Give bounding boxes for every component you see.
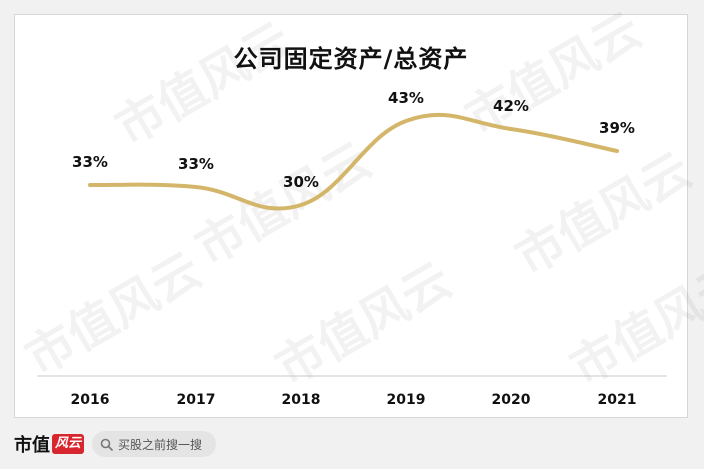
x-tick-label: 2021 [598, 392, 637, 408]
data-label: 33% [72, 153, 108, 171]
data-label: 39% [599, 119, 635, 137]
x-tick-label: 2016 [71, 392, 110, 408]
x-tick-label: 2020 [492, 392, 531, 408]
brand-text: 市值 [14, 435, 50, 456]
x-tick-label: 2017 [177, 392, 216, 408]
data-label: 42% [493, 97, 529, 115]
data-label: 30% [283, 173, 319, 191]
x-tick-label: 2019 [387, 392, 426, 408]
data-label: 43% [388, 89, 424, 107]
data-label: 33% [178, 155, 214, 173]
search-placeholder: 买股之前搜一搜 [118, 437, 203, 452]
brand-logo: 市值 风云 [14, 432, 85, 456]
brand-logo-mark: 风云 [52, 434, 85, 454]
x-tick-label: 2018 [282, 392, 321, 408]
line-chart: 33% 33% 30% 43% 42% 39% 2016 2017 2018 2019 2020 2… [37, 89, 667, 408]
chart-card: 公司固定资产/总资产 市值风云 市值风云 市值风云 市值风云 市值风云 市值风云… [14, 2, 704, 418]
search-box[interactable]: 买股之前搜一搜 [92, 431, 216, 457]
footer: 市值 风云 买股之前搜一搜 [0, 418, 704, 469]
search-icon [100, 438, 113, 451]
series-line [88, 112, 619, 211]
chart-title: 公司固定资产/总资产 [233, 45, 469, 73]
